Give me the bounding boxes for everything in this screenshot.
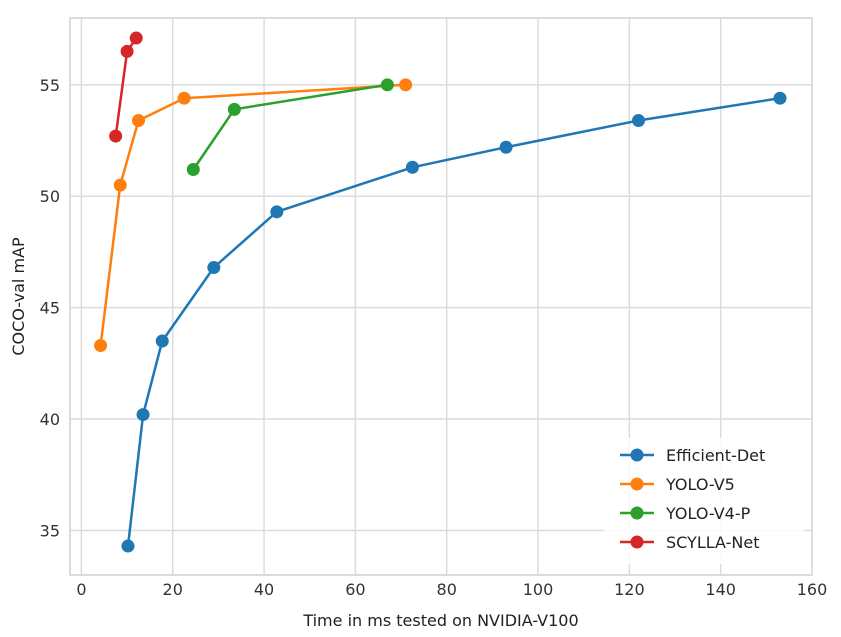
legend-item-scylla-net: SCYLLA-Net — [620, 533, 759, 552]
y-tick-label: 40 — [40, 410, 60, 429]
data-point-efficient-det — [499, 140, 513, 154]
legend-label-efficient-det: Efficient-Det — [666, 446, 765, 465]
x-tick-label: 20 — [163, 580, 183, 599]
legend-box — [604, 438, 804, 564]
data-point-efficient-det — [136, 408, 150, 422]
data-point-yolo-v5 — [131, 113, 145, 127]
data-point-yolo-v5 — [94, 339, 108, 353]
data-point-yolo-v4-p — [186, 163, 200, 177]
tick-labels: 0 20 40 60 80 100 120 140 160 35 40 45 50 55 — [40, 76, 828, 599]
data-point-yolo-v5 — [113, 178, 127, 192]
x-tick-label: 80 — [437, 580, 457, 599]
legend-marker-scylla-net — [630, 535, 644, 549]
series-group — [94, 31, 787, 553]
data-point-yolo-v4-p — [380, 78, 394, 92]
legend-item-yolo-v5: YOLO-V5 — [620, 475, 735, 494]
legend-label-yolo-v4-p: YOLO-V4-P — [665, 504, 751, 523]
series-scylla-net — [109, 31, 143, 143]
x-tick-label: 0 — [76, 580, 86, 599]
data-point-yolo-v5 — [177, 91, 191, 105]
legend-label-scylla-net: SCYLLA-Net — [666, 533, 759, 552]
y-tick-label: 55 — [40, 76, 60, 95]
x-axis-label: Time in ms tested on NVIDIA-V100 — [302, 611, 578, 630]
data-point-scylla-net — [120, 44, 134, 58]
x-tick-label: 160 — [797, 580, 828, 599]
legend-item-yolo-v4-p: YOLO-V4-P — [620, 504, 751, 523]
legend-item-efficient-det: Efficient-Det — [620, 446, 765, 465]
data-point-efficient-det — [207, 261, 221, 275]
data-point-yolo-v4-p — [227, 102, 241, 116]
y-axis-label: COCO-val mAP — [9, 237, 28, 356]
legend-label-yolo-v5: YOLO-V5 — [665, 475, 735, 494]
x-tick-label: 60 — [345, 580, 365, 599]
legend: Efficient-Det YOLO-V5 YOLO-V4-P SCYLLA-Net — [604, 438, 804, 564]
legend-marker-yolo-v4-p — [630, 506, 644, 520]
series-yolo-v4-p — [186, 78, 394, 177]
data-point-yolo-v5 — [399, 78, 413, 92]
data-point-scylla-net — [129, 31, 143, 45]
data-point-efficient-det — [270, 205, 284, 219]
y-tick-label: 45 — [40, 299, 60, 318]
legend-marker-efficient-det — [630, 448, 644, 462]
data-point-efficient-det — [405, 160, 419, 174]
x-tick-label: 140 — [705, 580, 736, 599]
series-efficient-det — [121, 91, 787, 553]
data-point-efficient-det — [773, 91, 787, 105]
data-point-efficient-det — [631, 113, 645, 127]
series-yolo-v5 — [94, 78, 413, 353]
x-tick-label: 100 — [523, 580, 554, 599]
data-point-efficient-det — [155, 334, 169, 348]
x-tick-label: 40 — [254, 580, 274, 599]
data-point-scylla-net — [109, 129, 123, 143]
x-tick-label: 120 — [614, 580, 645, 599]
data-point-efficient-det — [121, 539, 135, 553]
y-tick-label: 35 — [40, 521, 60, 540]
legend-marker-yolo-v5 — [630, 477, 644, 491]
y-tick-label: 50 — [40, 187, 60, 206]
